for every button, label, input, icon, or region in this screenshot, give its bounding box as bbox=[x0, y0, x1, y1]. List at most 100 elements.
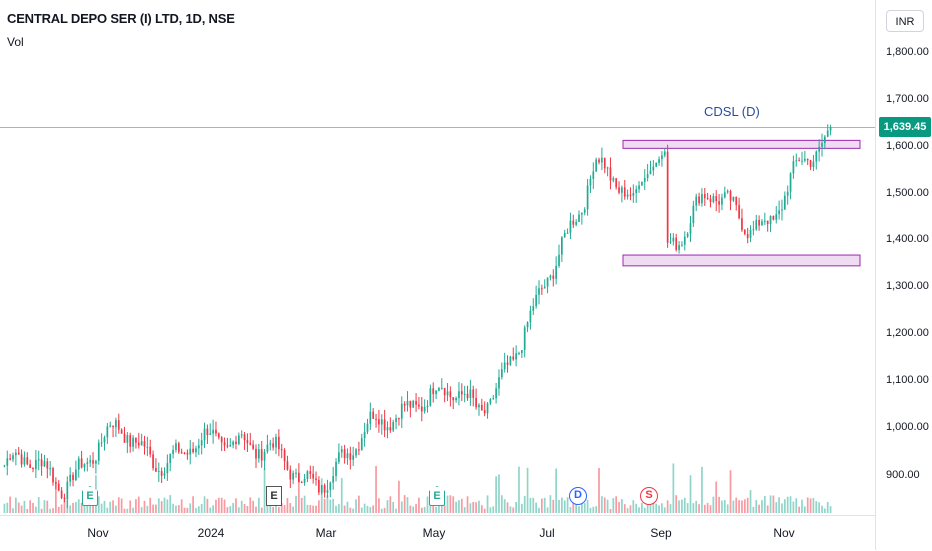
volume-bar bbox=[663, 507, 666, 513]
price-tick: 1,000.00 bbox=[886, 421, 929, 433]
last-price-label: 1,639.45 bbox=[879, 117, 931, 137]
earnings-event-badge[interactable]: E bbox=[82, 486, 98, 506]
candle-body bbox=[678, 245, 680, 250]
volume-bar bbox=[349, 507, 352, 513]
candle-body bbox=[40, 459, 43, 467]
candle-body bbox=[695, 196, 698, 206]
volume-bar bbox=[312, 505, 315, 513]
symbol-title[interactable]: CENTRAL DEPO SER (I) LTD, 1D, NSE bbox=[7, 11, 235, 26]
volume-bar bbox=[455, 501, 457, 513]
price-scale[interactable]: INR 1,800.00 1,700.00 1,600.00 1,500.00 … bbox=[875, 0, 932, 550]
volume-bar bbox=[152, 504, 154, 513]
volume-bar bbox=[669, 504, 672, 513]
currency-selector[interactable]: INR bbox=[886, 10, 924, 32]
resistance-zone[interactable] bbox=[622, 139, 861, 149]
candle-body bbox=[378, 419, 380, 425]
candle-body bbox=[775, 214, 778, 220]
candle-body bbox=[781, 209, 783, 211]
candle-body bbox=[455, 397, 457, 401]
chart-area[interactable]: CENTRAL DEPO SER (I) LTD, 1D, NSE Vol CD… bbox=[0, 0, 875, 515]
candle-body bbox=[446, 391, 449, 396]
candle-body bbox=[661, 155, 663, 160]
candle-body bbox=[257, 449, 260, 459]
volume-bar bbox=[601, 496, 603, 513]
volume-bar bbox=[112, 500, 114, 513]
volume-bar bbox=[275, 499, 277, 513]
candle-body bbox=[255, 448, 257, 459]
volume-bar bbox=[818, 502, 820, 513]
candle-body bbox=[581, 212, 583, 215]
price-chart-svg[interactable] bbox=[0, 0, 875, 515]
candle-body bbox=[309, 471, 312, 474]
volume-bar bbox=[781, 503, 783, 513]
volume-bar bbox=[392, 501, 395, 513]
volume-bar bbox=[520, 503, 523, 513]
candle-body bbox=[240, 434, 243, 436]
candle-body bbox=[237, 435, 240, 444]
candle-body bbox=[346, 453, 349, 459]
volume-bar bbox=[572, 496, 575, 513]
candle-body bbox=[540, 288, 543, 290]
volume-bar bbox=[295, 495, 297, 513]
volume-bar bbox=[581, 501, 583, 513]
candle-body bbox=[635, 189, 638, 193]
price-tick: 900.00 bbox=[886, 469, 920, 481]
candle-body bbox=[332, 476, 335, 483]
volume-bar bbox=[17, 502, 20, 513]
time-scale[interactable]: Nov 2024 Mar May Jul Sep Nov bbox=[0, 515, 875, 551]
candle-body bbox=[195, 448, 197, 453]
candle-body bbox=[512, 356, 515, 360]
candle-body bbox=[389, 427, 392, 431]
candle-body bbox=[75, 469, 77, 480]
volume-bar bbox=[223, 499, 226, 513]
chart-annotation[interactable]: CDSL (D) bbox=[704, 104, 760, 119]
volume-bar bbox=[77, 499, 80, 513]
volume-bar bbox=[738, 500, 740, 513]
candle-body bbox=[26, 457, 29, 465]
earnings-event-badge[interactable]: E bbox=[266, 486, 282, 506]
volume-bar bbox=[698, 504, 700, 513]
volume-bar bbox=[446, 495, 449, 513]
volume-label[interactable]: Vol bbox=[7, 35, 24, 49]
volume-bar bbox=[752, 506, 755, 513]
candle-body bbox=[655, 162, 658, 167]
volume-bar bbox=[426, 496, 429, 513]
volume-bar bbox=[658, 505, 660, 513]
candle-body bbox=[666, 151, 669, 243]
candle-body bbox=[520, 350, 523, 354]
volume-bar bbox=[649, 503, 652, 513]
candle-body bbox=[443, 387, 446, 396]
candle-body bbox=[749, 229, 752, 239]
volume-bar bbox=[766, 505, 769, 513]
candle-body bbox=[649, 170, 652, 175]
candle-body bbox=[166, 463, 169, 474]
candle-body bbox=[463, 393, 466, 395]
candle-body bbox=[718, 201, 720, 205]
split-event-badge[interactable]: S bbox=[640, 487, 658, 505]
volume-bar bbox=[115, 505, 117, 513]
candle-body bbox=[561, 237, 563, 255]
volume-bar bbox=[761, 500, 763, 513]
price-tick: 1,200.00 bbox=[886, 327, 929, 339]
earnings-event-badge[interactable]: E bbox=[429, 486, 445, 506]
volume-bar bbox=[629, 505, 632, 513]
volume-bar bbox=[398, 480, 400, 513]
candle-body bbox=[137, 442, 140, 446]
candle-body bbox=[675, 237, 678, 250]
candle-body bbox=[415, 400, 417, 405]
candle-body bbox=[343, 449, 346, 459]
candle-body bbox=[283, 449, 286, 462]
dividend-event-badge[interactable]: D bbox=[569, 487, 587, 505]
support-zone[interactable] bbox=[622, 254, 861, 267]
candle-body bbox=[32, 468, 34, 470]
volume-bar bbox=[226, 507, 229, 513]
candle-body bbox=[400, 403, 403, 419]
candle-body bbox=[735, 196, 738, 206]
volume-bar bbox=[615, 496, 618, 513]
candle-body bbox=[72, 474, 74, 480]
volume-bar bbox=[678, 500, 680, 513]
candle-body bbox=[86, 462, 89, 464]
candle-body bbox=[532, 306, 535, 311]
candle-body bbox=[249, 442, 252, 445]
volume-bar bbox=[97, 496, 100, 513]
